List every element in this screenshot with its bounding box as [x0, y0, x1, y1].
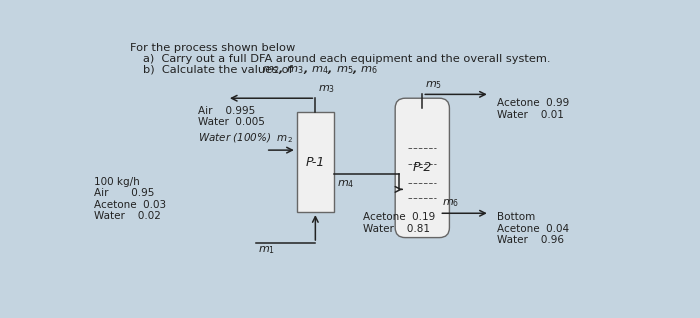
- Text: P-1: P-1: [306, 156, 325, 169]
- Text: Water    0.02: Water 0.02: [94, 211, 160, 221]
- Text: For the process shown below: For the process shown below: [130, 43, 295, 53]
- Text: Acetone  0.04: Acetone 0.04: [497, 224, 569, 234]
- Text: Acetone  0.03: Acetone 0.03: [94, 200, 166, 210]
- Text: $m_3$: $m_3$: [318, 83, 335, 95]
- Text: $m_2$, $m_3$, $m_4$, $m_5$, $m_6$: $m_2$, $m_3$, $m_4$, $m_5$, $m_6$: [262, 64, 379, 76]
- Text: $m_1$: $m_1$: [258, 245, 275, 256]
- Text: Water  0.005: Water 0.005: [197, 117, 265, 127]
- Text: $m_6$: $m_6$: [442, 197, 460, 209]
- Text: Acetone  0.99: Acetone 0.99: [497, 98, 569, 108]
- Text: Air    0.995: Air 0.995: [197, 106, 255, 116]
- Text: $m_4$: $m_4$: [337, 178, 354, 190]
- Text: Acetone  0.19: Acetone 0.19: [363, 212, 435, 222]
- Text: Water    0.01: Water 0.01: [497, 110, 564, 120]
- Text: Water    0.96: Water 0.96: [497, 235, 564, 245]
- Text: b)  Calculate the values of: b) Calculate the values of: [144, 64, 297, 74]
- Text: $m_5$: $m_5$: [425, 80, 442, 91]
- Text: Water    0.81: Water 0.81: [363, 224, 430, 234]
- FancyBboxPatch shape: [395, 98, 449, 238]
- Text: Bottom: Bottom: [497, 212, 535, 222]
- Text: Air       0.95: Air 0.95: [94, 188, 154, 198]
- Text: Water (100%)  $m_2$: Water (100%) $m_2$: [197, 132, 293, 146]
- Text: 100 kg/h: 100 kg/h: [94, 177, 139, 187]
- Bar: [297, 112, 334, 212]
- Text: a)  Carry out a full DFA around each equipment and the overall system.: a) Carry out a full DFA around each equi…: [144, 53, 551, 64]
- Text: P-2: P-2: [412, 162, 432, 174]
